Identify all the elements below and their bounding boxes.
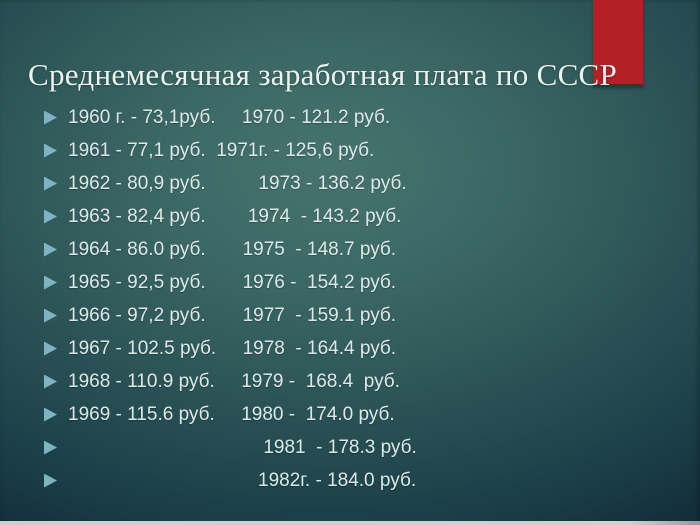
bullet-triangle-icon xyxy=(44,275,57,290)
list-item-text: 1963 - 82,4 руб. 1974 - 143.2 руб. xyxy=(68,205,402,227)
list-item-text: 1965 - 92,5 руб. 1976 - 154.2 руб. xyxy=(68,271,397,293)
bullet-triangle-icon xyxy=(44,341,57,356)
bullet-triangle-icon xyxy=(44,374,57,389)
list-item: 1969 - 115.6 руб. 1980 - 174.0 руб. xyxy=(0,398,700,431)
list-item-text: 1964 - 86.0 руб. 1975 - 148.7 руб. xyxy=(68,238,397,260)
bullet-triangle-icon xyxy=(44,308,57,323)
list-item: 1962 - 80,9 руб. 1973 - 136.2 руб. xyxy=(0,167,700,200)
list-item-text: 1982г. - 184.0 руб. xyxy=(68,469,417,491)
slide-bottom-edge xyxy=(0,521,700,525)
bullet-triangle-icon xyxy=(44,473,57,488)
list-item-text: 1962 - 80,9 руб. 1973 - 136.2 руб. xyxy=(68,172,407,194)
bullet-triangle-icon xyxy=(44,143,57,158)
bullet-triangle-icon xyxy=(44,242,57,257)
list-item: 1966 - 97,2 руб. 1977 - 159.1 руб. xyxy=(0,299,700,332)
list-item: 1960 г. - 73,1руб. 1970 - 121.2 руб. xyxy=(0,101,700,134)
list-item-text: 1967 - 102.5 руб. 1978 - 164.4 руб. xyxy=(68,337,397,359)
list-item: 1967 - 102.5 руб. 1978 - 164.4 руб. xyxy=(0,332,700,365)
bullet-triangle-icon xyxy=(44,407,57,422)
salary-list: 1960 г. - 73,1руб. 1970 - 121.2 руб. 196… xyxy=(0,101,700,497)
list-item: 1961 - 77,1 руб. 1971г. - 125,6 руб. xyxy=(0,134,700,167)
list-item-text: 1968 - 110.9 руб. 1979 - 168.4 руб. xyxy=(68,370,400,392)
list-item-text: 1961 - 77,1 руб. 1971г. - 125,6 руб. xyxy=(68,139,375,161)
slide-title: Среднемесячная заработная плата по СССР xyxy=(28,56,618,92)
list-item: 1965 - 92,5 руб. 1976 - 154.2 руб. xyxy=(0,266,700,299)
list-item: 1963 - 82,4 руб. 1974 - 143.2 руб. xyxy=(0,200,700,233)
list-item-text: 1969 - 115.6 руб. 1980 - 174.0 руб. xyxy=(68,403,395,425)
list-item-text: 1981 - 178.3 руб. xyxy=(68,436,417,458)
bullet-triangle-icon xyxy=(44,209,57,224)
list-item: 1982г. - 184.0 руб. xyxy=(0,464,700,497)
red-accent-rectangle xyxy=(593,0,643,86)
bullet-triangle-icon xyxy=(44,110,57,125)
list-item-text: 1966 - 97,2 руб. 1977 - 159.1 руб. xyxy=(68,304,397,326)
list-item-text: 1960 г. - 73,1руб. 1970 - 121.2 руб. xyxy=(68,106,391,128)
bullet-triangle-icon xyxy=(44,176,57,191)
list-item: 1964 - 86.0 руб. 1975 - 148.7 руб. xyxy=(0,233,700,266)
list-item: 1981 - 178.3 руб. xyxy=(0,431,700,464)
bullet-triangle-icon xyxy=(44,440,57,455)
list-item: 1968 - 110.9 руб. 1979 - 168.4 руб. xyxy=(0,365,700,398)
